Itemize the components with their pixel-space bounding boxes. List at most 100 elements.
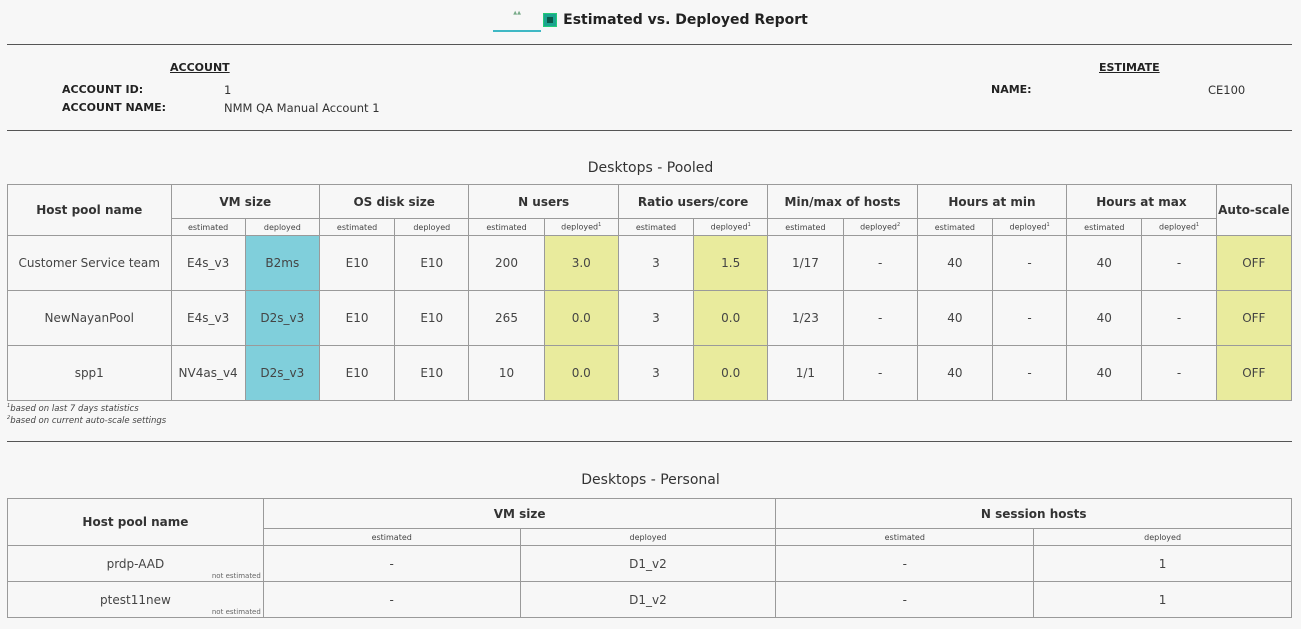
- autoscale-value: OFF: [1215, 345, 1293, 401]
- disk-estimated: E10: [318, 290, 396, 346]
- subcol-estimated: estimated: [170, 218, 246, 236]
- report-icon: [543, 13, 558, 27]
- personal-section-title: Desktops - Personal: [581, 472, 720, 488]
- subcol-deployed: deployed: [1033, 528, 1292, 546]
- not-estimated-note: not estimated: [211, 572, 261, 580]
- account-heading: ACCOUNT: [170, 61, 230, 74]
- ratio-estimated: 3: [617, 290, 695, 346]
- hosts-estimated: -: [775, 581, 1035, 618]
- minmax-deployed: -: [842, 290, 918, 346]
- not-estimated-note: not estimated: [211, 608, 261, 616]
- footnote-2: 2based on current auto-scale settings: [7, 415, 167, 426]
- disk-estimated: E10: [318, 235, 396, 291]
- hours-min-estimated: 40: [916, 290, 993, 346]
- subcol-estimated: estimated: [318, 218, 396, 236]
- host-pool-name: prdp-AAD not estimated: [7, 545, 264, 582]
- vm-deployed: D2s_v3: [244, 290, 320, 346]
- vm-estimated: E4s_v3: [170, 235, 246, 291]
- estimate-name-label: NAME:: [991, 83, 1032, 96]
- disk-deployed: E10: [394, 235, 470, 291]
- subcol-deployed: deployed: [519, 528, 777, 546]
- report-header: ▲▲ Estimated vs. Deployed Report: [0, 0, 1301, 40]
- subcol-deployed: deployed: [394, 218, 470, 236]
- host-pool-name: NewNayanPool: [7, 290, 172, 346]
- users-deployed: 0.0: [543, 345, 619, 401]
- minmax-deployed: -: [842, 345, 918, 401]
- col-min-max-hosts: Min/max of hosts: [767, 184, 918, 219]
- col-host-pool-name: Host pool name: [7, 184, 172, 236]
- hours-min-estimated: 40: [916, 235, 993, 291]
- col-ratio-users-core: Ratio users/core: [617, 184, 769, 219]
- vm-estimated: NV4as_v4: [170, 345, 246, 401]
- col-vm-size: VM size: [170, 184, 320, 219]
- estimate-heading: ESTIMATE: [1099, 61, 1160, 74]
- host-pool-name: spp1: [7, 345, 172, 401]
- host-pool-name: Customer Service team: [7, 235, 172, 291]
- hours-max-deployed: -: [1141, 290, 1217, 346]
- hours-max-estimated: 40: [1066, 345, 1143, 401]
- autoscale-value: OFF: [1215, 290, 1293, 346]
- pooled-section-title: Desktops - Pooled: [587, 160, 714, 176]
- hosts-estimated: -: [775, 545, 1035, 582]
- vm-deployed: D1_v2: [519, 581, 777, 618]
- ratio-deployed: 0.0: [693, 345, 769, 401]
- hours-min-deployed: -: [991, 235, 1068, 291]
- account-id-value: 1: [224, 83, 232, 97]
- minmax-deployed: -: [842, 235, 918, 291]
- subcol-deployed: deployed1: [543, 218, 619, 236]
- vm-deployed: D1_v2: [519, 545, 777, 582]
- ratio-estimated: 3: [617, 235, 695, 291]
- col-hours-at-min: Hours at min: [916, 184, 1068, 219]
- subcol-estimated: estimated: [262, 528, 521, 546]
- hosts-deployed: 1: [1033, 581, 1292, 618]
- col-autoscale: Auto-scale: [1215, 184, 1293, 236]
- users-estimated: 200: [468, 235, 545, 291]
- hours-max-estimated: 40: [1066, 235, 1143, 291]
- vm-deployed: D2s_v3: [244, 345, 320, 401]
- table-row: prdp-AAD not estimated - D1_v2 - 1: [7, 545, 1292, 582]
- col-hours-at-max: Hours at max: [1066, 184, 1217, 219]
- col-os-disk-size: OS disk size: [318, 184, 470, 219]
- account-id-label: ACCOUNT ID:: [62, 83, 144, 96]
- subcol-deployed: deployed1: [693, 218, 769, 236]
- pooled-table: Host pool name VM size OS disk size N us…: [7, 184, 1293, 401]
- account-name-label: ACCOUNT NAME:: [62, 101, 167, 114]
- host-pool-name: ptest11new not estimated: [7, 581, 264, 618]
- company-logo: ▲▲: [493, 8, 542, 32]
- vm-estimated: -: [262, 581, 521, 618]
- disk-estimated: E10: [318, 345, 396, 401]
- users-deployed: 0.0: [543, 290, 619, 346]
- divider: [7, 441, 1292, 442]
- table-row: NewNayanPool E4s_v3 D2s_v3 E10 E10 265 0…: [7, 290, 1293, 346]
- divider: [7, 130, 1292, 131]
- account-name-value: NMM QA Manual Account 1: [224, 101, 380, 115]
- disk-deployed: E10: [394, 290, 470, 346]
- subcol-estimated: estimated: [1066, 218, 1143, 236]
- subcol-deployed: deployed1: [1141, 218, 1217, 236]
- subcol-deployed: deployed: [244, 218, 320, 236]
- hours-min-deployed: -: [991, 290, 1068, 346]
- disk-deployed: E10: [394, 345, 470, 401]
- ratio-estimated: 3: [617, 345, 695, 401]
- subcol-estimated: estimated: [916, 218, 993, 236]
- subcol-estimated: estimated: [468, 218, 545, 236]
- subcol-deployed: deployed2: [842, 218, 918, 236]
- ratio-deployed: 1.5: [693, 235, 769, 291]
- subcol-deployed: deployed1: [991, 218, 1068, 236]
- hours-max-deployed: -: [1141, 235, 1217, 291]
- hours-min-deployed: -: [991, 345, 1068, 401]
- col-n-users: N users: [468, 184, 619, 219]
- users-deployed: 3.0: [543, 235, 619, 291]
- estimate-name-value: CE100: [1208, 83, 1246, 97]
- hosts-deployed: 1: [1033, 545, 1292, 582]
- ratio-deployed: 0.0: [693, 290, 769, 346]
- table-row: Customer Service team E4s_v3 B2ms E10 E1…: [7, 235, 1293, 291]
- personal-table: Host pool name VM size N session hosts e…: [7, 498, 1292, 618]
- table-row: spp1 NV4as_v4 D2s_v3 E10 E10 10 0.0 3 0.…: [7, 345, 1293, 401]
- footnote-1: 1based on last 7 days statistics: [7, 403, 139, 414]
- subcol-estimated: estimated: [617, 218, 695, 236]
- users-estimated: 265: [468, 290, 545, 346]
- minmax-estimated: 1/1: [767, 345, 844, 401]
- divider: [7, 44, 1292, 45]
- hours-max-deployed: -: [1141, 345, 1217, 401]
